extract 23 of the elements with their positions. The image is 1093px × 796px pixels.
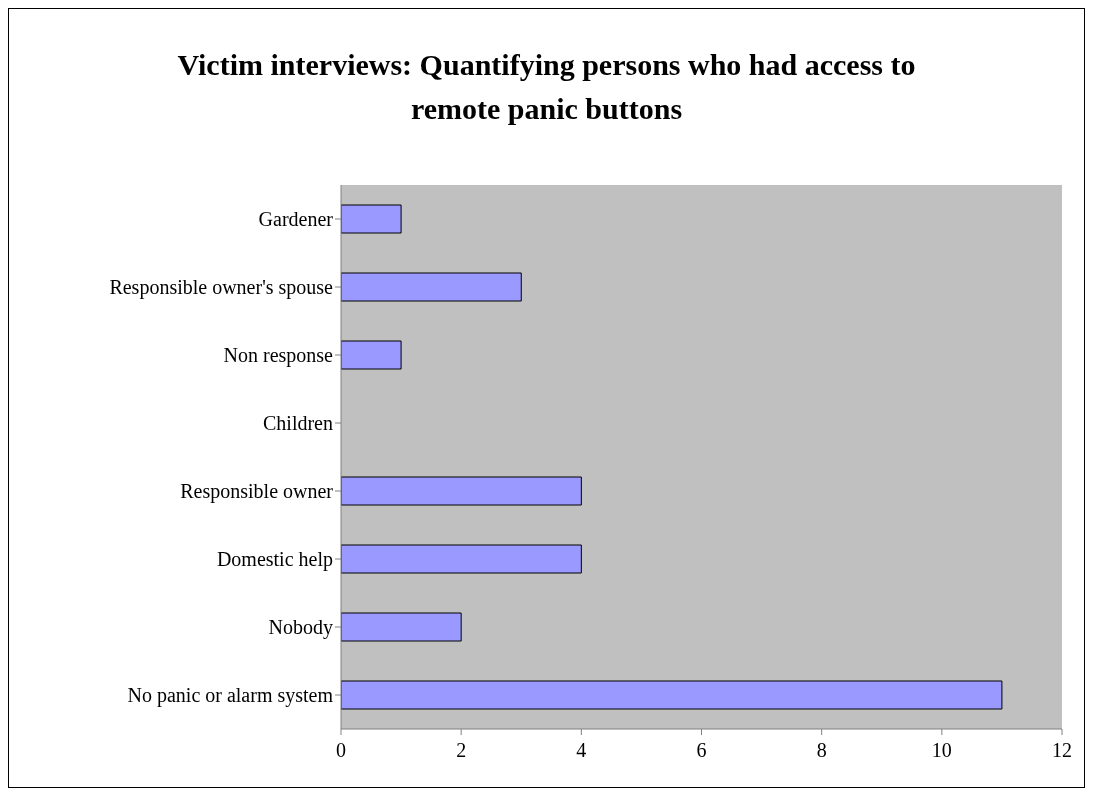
chart-title: Victim interviews: Quantifying persons who had access to remote panic buttons xyxy=(176,47,917,127)
y-tick-label: Children xyxy=(263,412,333,435)
x-tick-label: 12 xyxy=(1052,739,1072,762)
y-tick-label: Domestic help xyxy=(216,548,333,572)
y-tick-label: Non response xyxy=(223,344,334,368)
bar xyxy=(341,272,522,302)
bar xyxy=(341,204,402,234)
y-tick-label: Gardener xyxy=(258,208,334,231)
y-tick-label: Responsible owner xyxy=(180,480,334,504)
x-tick-label: 2 xyxy=(456,739,467,762)
x-tick-label: 0 xyxy=(336,739,346,762)
bar xyxy=(341,544,582,574)
x-tick-label: 10 xyxy=(931,739,952,762)
bar xyxy=(341,680,1003,710)
x-tick-label: 4 xyxy=(576,739,587,762)
y-tick-label: Nobody xyxy=(268,616,333,640)
x-tick-label: 8 xyxy=(816,739,827,762)
y-tick-label: No panic or alarm system xyxy=(127,684,334,708)
bar xyxy=(341,476,582,506)
bar xyxy=(341,340,402,370)
bar xyxy=(341,612,462,642)
y-tick-label: Responsible owner's spouse xyxy=(109,276,334,300)
x-tick-label: 6 xyxy=(696,739,707,762)
